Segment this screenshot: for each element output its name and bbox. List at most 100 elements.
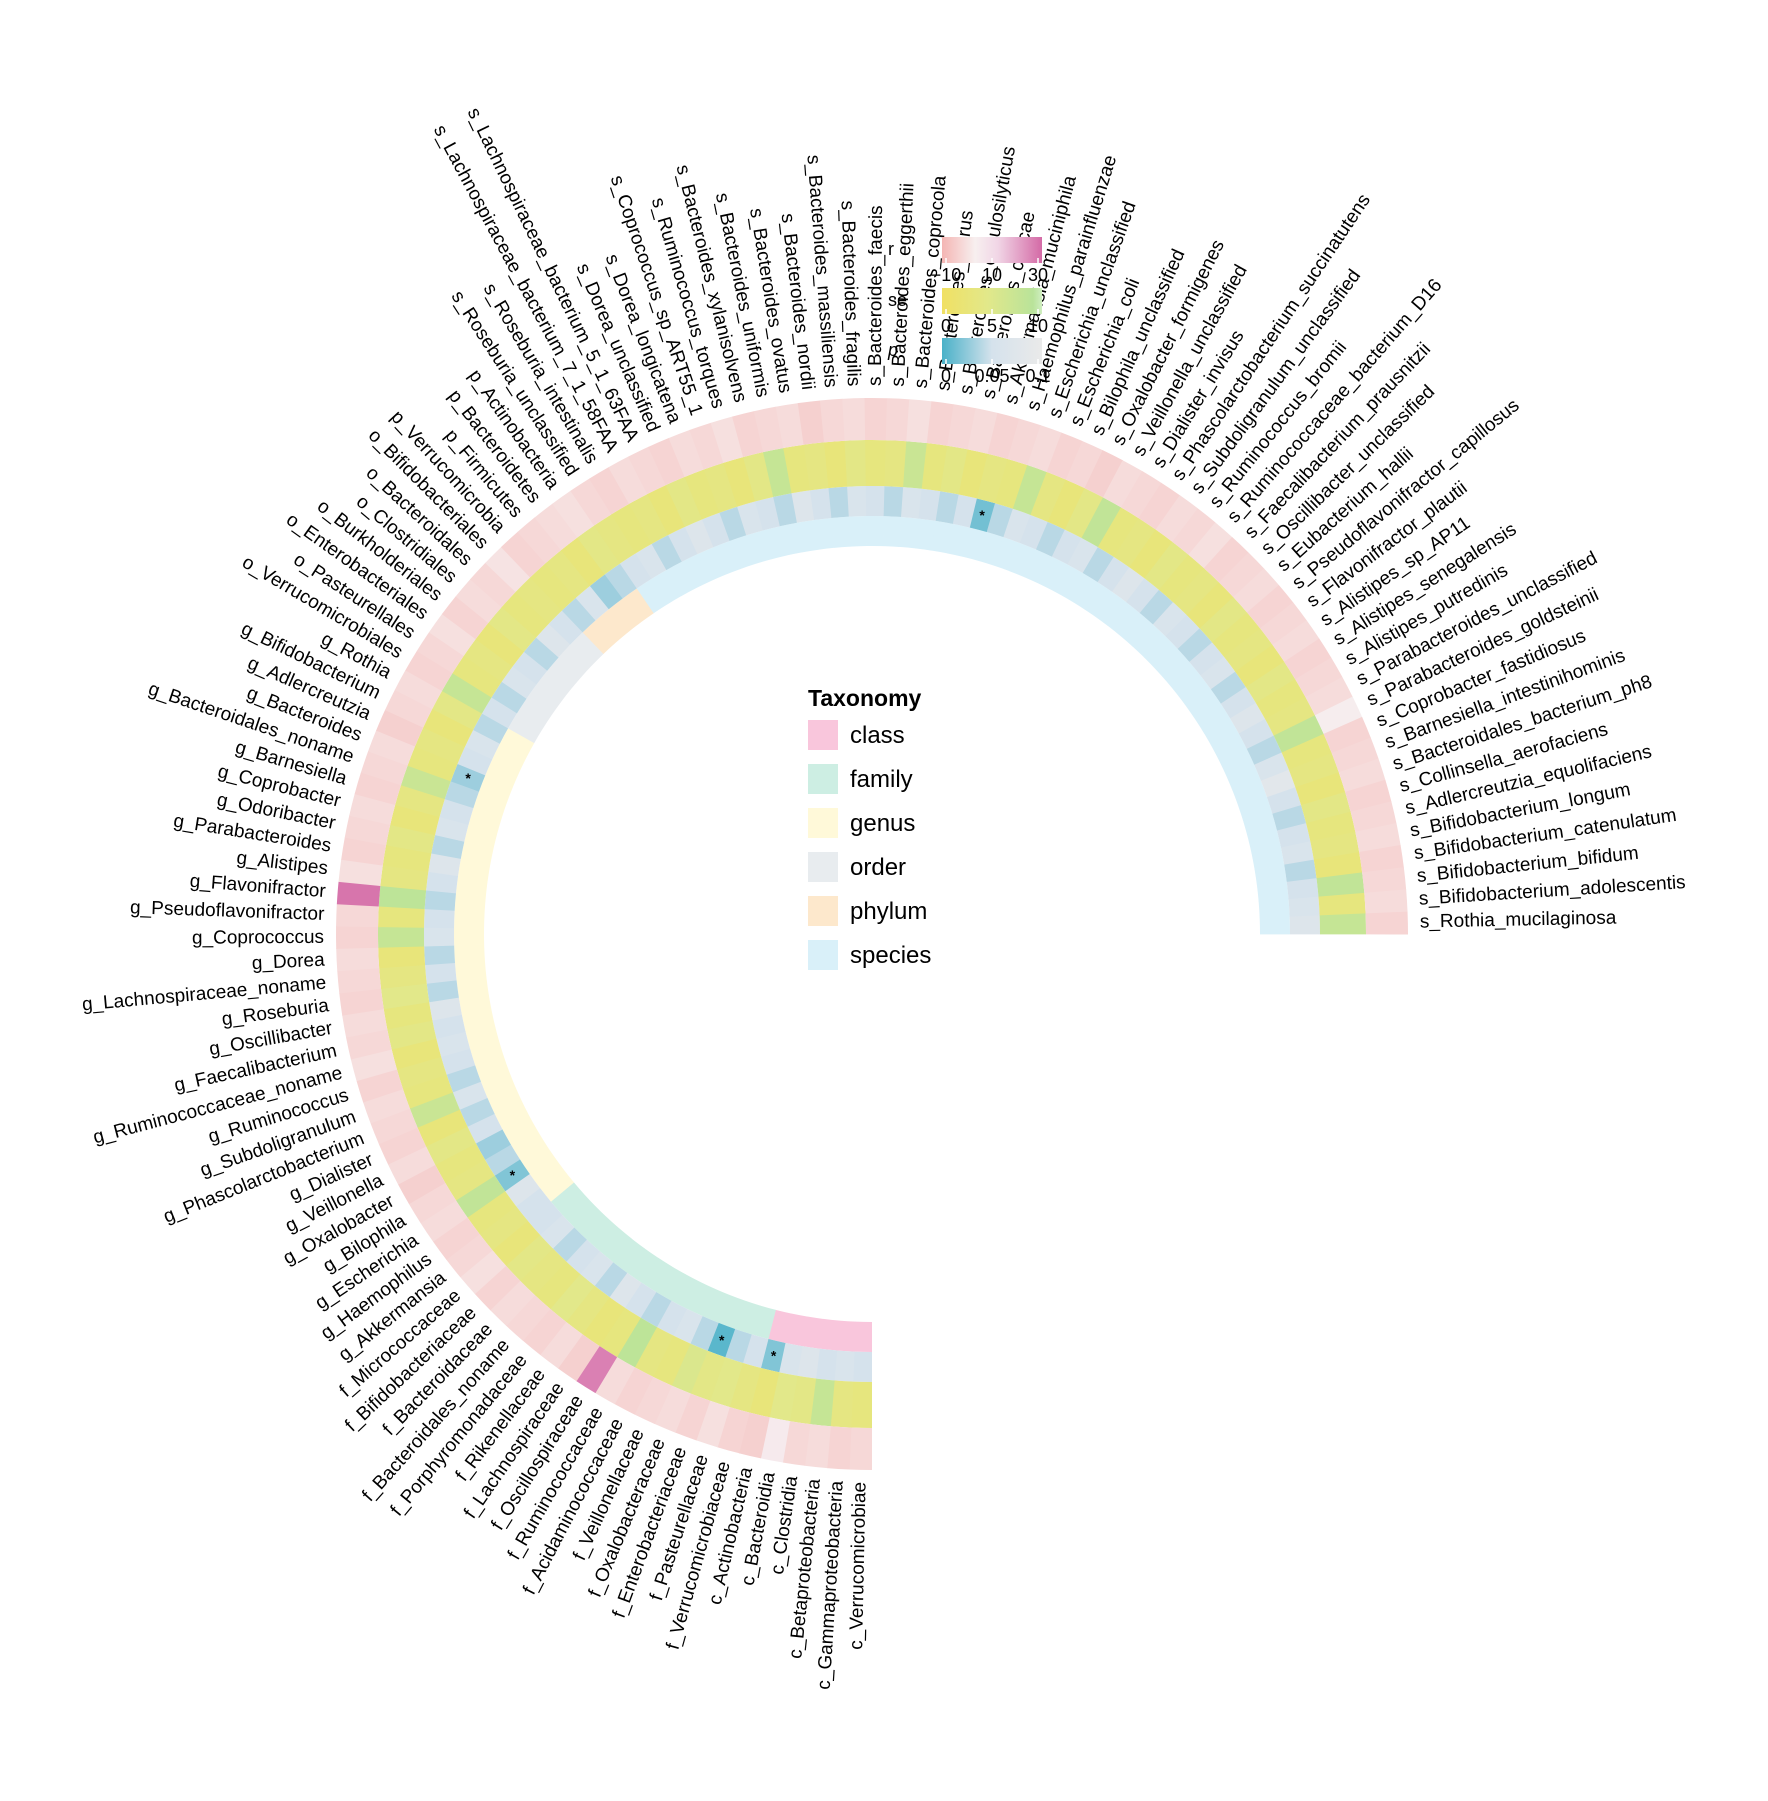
taxonomy-cell-f-bacteroidaceae — [574, 1206, 608, 1240]
se-cell-s-alistipes-putredinis — [1255, 679, 1306, 720]
p-cell-s-collinsella-aerofaciens — [1272, 805, 1307, 831]
r-cell-g-bilophila — [408, 1182, 457, 1224]
se-cell-s-ruminococcus-bromii — [1144, 541, 1189, 591]
p-cell-g-akkermansia — [516, 1187, 551, 1221]
se-cell-s-ruminococcus-torques — [723, 457, 756, 507]
scale-tick-r: −10 — [931, 265, 962, 285]
p-cell-s-bacteroides-caccae — [952, 494, 978, 528]
taxonomy-cell-g-odoribacter — [460, 841, 494, 865]
legend-label-species: species — [850, 942, 931, 969]
taxonomy-cell-s-bacteroides-faecis — [866, 516, 884, 547]
p-cell-f-ruminococcaceae — [640, 1291, 672, 1328]
p-cell-f-micrococcaceae — [527, 1201, 563, 1236]
p-cell-s-bacteroides-coprocola — [901, 487, 923, 519]
taxonomy-cell-c-actinobacteria — [768, 1309, 792, 1343]
r-cell-s-eubacterium-hallii — [1233, 568, 1280, 613]
r-cell-g-coprococcus — [336, 926, 379, 949]
taxonomy-cell-s-bifidobacterium-catenulatum — [1254, 864, 1287, 886]
row-label-c-verrucomicrobiae: c_Verrucomicrobiae — [846, 1482, 870, 1650]
se-cell-s-alistipes-sp-ap11 — [1235, 644, 1285, 688]
r-cell-s-dorea-unclassified — [648, 437, 685, 486]
se-cell-f-oscillospiraceae — [599, 1307, 641, 1358]
se-cell-c-actinobacteria — [749, 1367, 780, 1418]
r-cell-s-alistipes-sp-ap11 — [1272, 620, 1320, 663]
se-cell-s-lachnospiraceae-bacterium-5-1-63faa — [647, 484, 686, 536]
r-cell-g-bifidobacterium — [385, 689, 433, 728]
r-cell-g-haemophilus — [432, 1217, 480, 1260]
se-cell-s-lachnospiraceae-bacterium-7-1-58faa — [628, 493, 669, 544]
r-cell-p-bacteroidetes — [534, 503, 578, 551]
taxonomy-cell-g-bilophila — [510, 1129, 546, 1160]
taxonomy-cell-g-phascolarctobacterium — [480, 1070, 516, 1098]
taxonomy-cell-s-roseburia-unclassified — [636, 578, 668, 614]
r-cell-g-oscillibacter — [342, 1008, 388, 1038]
se-cell-g-coprobacter — [390, 804, 440, 836]
se-cell-s-bacteroides-caccae — [958, 449, 989, 499]
p-cell-c-actinobacteria — [760, 1338, 786, 1373]
taxonomy-cell-o-bacteroidales — [558, 644, 593, 678]
se-cell-g-bacteroides — [407, 746, 458, 782]
p-cell-s-ruminococcus-torques — [737, 501, 764, 536]
r-cell-s-oxalobacter-formigenes — [1084, 450, 1124, 498]
p-cell-s-dorea-longicatena — [701, 512, 730, 548]
taxonomy-cell-s-oxalobacter-formigenes — [1038, 556, 1068, 592]
se-cell-g-dorea — [378, 946, 426, 969]
se-cell-s-roseburia-intestinalis — [611, 503, 652, 554]
scale-tick-r: 10 — [982, 265, 1002, 285]
taxonomy-cell-s-escherichia-coli — [1009, 543, 1037, 578]
taxonomy-cell-g-alistipes — [455, 875, 488, 897]
se-cell-s-haemophilus-parainfluenzae — [994, 458, 1028, 509]
taxonomy-cell-s-collinsella-aerofaciens — [1243, 813, 1278, 839]
r-cell-g-lachnospiraceae-noname — [337, 967, 382, 994]
p-cell-f-porphyromonadaceae — [580, 1251, 614, 1286]
se-cell-g-subdoligranulum — [402, 1074, 453, 1109]
taxonomy-cell-f-oscillospiraceae — [641, 1257, 672, 1293]
scale-tick-p: 0 — [941, 366, 951, 386]
taxonomy-cell-c-verrucomicrobiae — [854, 1321, 872, 1352]
p-cell-s-rothia-mucilaginosa — [1289, 915, 1320, 935]
taxonomy-cell-g-haemophilus — [529, 1156, 564, 1189]
r-cell-o-verrucomicrobiales — [405, 650, 453, 691]
se-cell-s-adlercreutzia-equolifaciens — [1306, 811, 1356, 842]
r-cell-f-porphyromonadaceae — [522, 1308, 567, 1356]
legend-swatch-genus — [808, 808, 838, 838]
r-cell-g-oxalobacter — [397, 1164, 446, 1205]
se-cell-s-escherichia-coli — [1030, 471, 1067, 523]
r-cell-s-bacteroides-eggerthii — [885, 398, 910, 442]
p-cell-g-bacteroides — [450, 763, 486, 792]
legend-label-order: order — [850, 854, 906, 881]
p-cell-g-lachnospiraceae-noname — [425, 962, 457, 984]
p-cell-p-verrucomicrobia — [561, 597, 596, 633]
r-cell-p-verrucomicrobia — [500, 531, 546, 578]
taxonomy-cell-f-veillonellaceae — [686, 1281, 715, 1317]
taxonomy-cell-s-bacteroides-ovatus — [796, 519, 819, 553]
taxonomy-cell-f-bifidobacteriaceae — [562, 1194, 596, 1228]
se-cell-g-adlercreutzia — [414, 727, 466, 764]
r-cell-f-oscillospiraceae — [576, 1345, 618, 1394]
p-cell-f-oxalobacteraceae — [690, 1316, 719, 1351]
taxonomy-cell-s-dialister-invisus — [1067, 572, 1098, 608]
taxonomy-cell-g-subdoligranulum — [475, 1055, 510, 1082]
p-cell-f-oscillospiraceae — [624, 1282, 657, 1318]
taxonomy-cell-s-bacteroides-eggerthii — [882, 516, 902, 547]
taxonomy-cell-g-dialister — [487, 1085, 522, 1114]
taxonomy-cell-s-flavonifractor-plautii — [1176, 675, 1212, 708]
taxonomy-cell-f-micrococcaceae — [550, 1182, 585, 1215]
p-cell-g-ruminococcaceae-noname — [436, 1031, 471, 1057]
p-cell-s-alistipes-putredinis — [1230, 702, 1266, 734]
taxonomy-cell-o-clostridiales — [547, 657, 582, 690]
r-cell-g-barnesiella — [354, 772, 402, 806]
se-cell-s-coprococcus-sp-art55-1 — [703, 462, 738, 513]
p-cell-s-bacteroides-fragilis — [847, 486, 867, 517]
p-cell-g-dialister — [459, 1097, 495, 1127]
p-cell-s-roseburia-intestinalis — [635, 543, 667, 579]
p-cell-f-rikenellaceae — [594, 1262, 628, 1298]
se-cell-g-oscillibacter — [383, 1001, 433, 1030]
r-cell-g-alistipes — [338, 859, 383, 887]
se-cell-f-verrucomicrobiaceae — [729, 1362, 762, 1413]
p-cell-g-alistipes — [426, 871, 459, 894]
taxonomy-cell-s-bacteroides-fragilis — [848, 516, 867, 547]
r-cell-o-bacteroidales — [470, 562, 516, 608]
p-cell-g-pseudoflavonifractor — [424, 908, 455, 929]
